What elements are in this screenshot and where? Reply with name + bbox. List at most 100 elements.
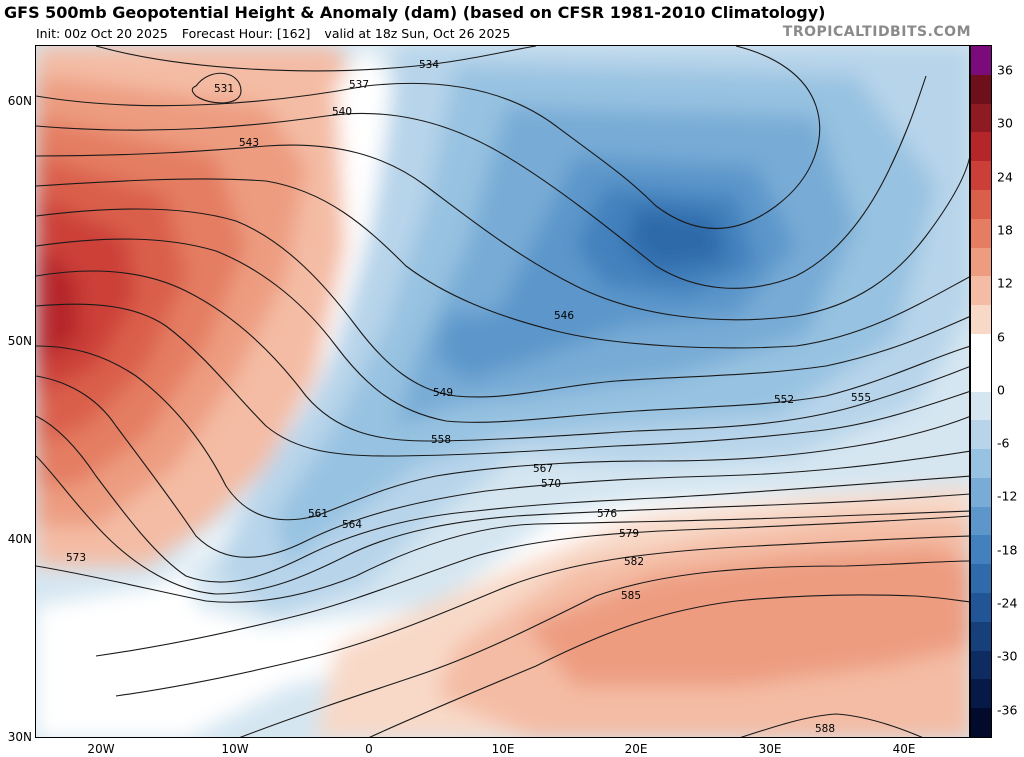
height-contour-555 bbox=[36, 270, 969, 442]
colorbar-segment bbox=[971, 391, 991, 421]
map-subtitle: Init: 00z Oct 20 2025 Forecast Hour: [16… bbox=[36, 26, 520, 41]
height-contour-549 bbox=[36, 208, 969, 398]
height-contours bbox=[36, 46, 969, 737]
colorbar-segment bbox=[971, 189, 991, 220]
contour-label: 564 bbox=[342, 519, 362, 531]
height-contour-579 bbox=[115, 535, 969, 697]
height-contour-552 bbox=[36, 238, 969, 423]
height-contour-558 bbox=[36, 303, 969, 457]
contour-label: 546 bbox=[554, 310, 574, 322]
anomaly-shading bbox=[36, 46, 969, 737]
map-canvas: 531 534 537 540 543 546 549 552 555 558 561 564 567 5… bbox=[36, 46, 969, 737]
lon-label-20w: 20W bbox=[87, 742, 115, 756]
contour-label: 558 bbox=[431, 434, 451, 446]
colorbar-label: 12 bbox=[997, 275, 1013, 291]
colorbar-label: 6 bbox=[997, 329, 1005, 344]
height-contour-567 bbox=[36, 415, 969, 583]
anomaly-colorbar bbox=[970, 45, 992, 738]
site-watermark: TROPICALTIDBITS.COM bbox=[782, 24, 971, 40]
colorbar-segment bbox=[971, 276, 991, 306]
colorbar-segment bbox=[971, 103, 991, 133]
colorbar-label: -30 bbox=[997, 648, 1018, 664]
colorbar-segment bbox=[971, 708, 991, 738]
contour-label: 573 bbox=[66, 552, 86, 564]
height-contour-537 bbox=[36, 46, 821, 230]
contour-label: 531 bbox=[214, 83, 234, 95]
colorbar-segment bbox=[971, 621, 991, 652]
colorbar-segment bbox=[971, 564, 991, 594]
lon-label-0: 0 bbox=[365, 742, 373, 756]
contour-label: 534 bbox=[419, 59, 439, 71]
valid-time: valid at 18z Sun, Oct 26 2025 bbox=[324, 26, 511, 41]
lon-label-30e: 30E bbox=[758, 742, 782, 756]
contour-label: 552 bbox=[774, 394, 794, 406]
colorbar-segment bbox=[971, 161, 991, 191]
colorbar-label: 0 bbox=[997, 382, 1005, 398]
height-contour-564 bbox=[36, 375, 969, 558]
height-contour-531 bbox=[191, 72, 242, 104]
lat-label-60n: 60N bbox=[7, 94, 32, 108]
colorbar-label: -6 bbox=[997, 435, 1010, 451]
init-time: Init: 00z Oct 20 2025 bbox=[36, 26, 168, 41]
lat-label-50n: 50N bbox=[7, 334, 32, 348]
contour-label: 555 bbox=[851, 392, 871, 404]
lon-label-20e: 20E bbox=[624, 742, 648, 756]
height-contour-543 bbox=[36, 144, 969, 321]
colorbar-label: -18 bbox=[997, 542, 1018, 558]
colorbar-segment bbox=[971, 247, 991, 277]
colorbar-segment bbox=[971, 593, 991, 623]
lat-label-40n: 40N bbox=[7, 532, 32, 546]
contour-label: 543 bbox=[239, 137, 259, 149]
colorbar-segment bbox=[971, 679, 991, 709]
colorbar-segment bbox=[971, 46, 991, 76]
height-contour-561 bbox=[36, 345, 969, 521]
height-contour-546 bbox=[36, 178, 969, 349]
colorbar-segment bbox=[971, 218, 991, 249]
contour-label: 549 bbox=[433, 387, 453, 399]
contour-label: 567 bbox=[533, 463, 553, 475]
colorbar-segment bbox=[971, 74, 991, 105]
height-contour-540 bbox=[36, 75, 927, 289]
height-contour-534 bbox=[95, 46, 537, 72]
contour-label: 585 bbox=[621, 590, 641, 602]
colorbar-segment bbox=[971, 449, 991, 479]
contour-label: 540 bbox=[332, 106, 352, 118]
lon-label-10w: 10W bbox=[221, 742, 249, 756]
colorbar-label: 24 bbox=[997, 169, 1013, 185]
contour-label: 561 bbox=[308, 508, 328, 520]
height-contour-576 bbox=[95, 515, 969, 657]
colorbar-segment bbox=[971, 535, 991, 565]
colorbar-segment bbox=[971, 650, 991, 680]
contour-label: 576 bbox=[597, 508, 617, 520]
colorbar-label: -36 bbox=[997, 702, 1018, 718]
contour-label: 588 bbox=[815, 723, 835, 735]
height-contour-582 bbox=[239, 560, 969, 737]
lat-label-30n: 30N bbox=[7, 730, 32, 744]
contour-label: 570 bbox=[541, 478, 561, 490]
colorbar-label: 18 bbox=[997, 222, 1013, 238]
colorbar-segment bbox=[971, 506, 991, 536]
colorbar-segment bbox=[971, 305, 991, 335]
lon-label-40e: 40E bbox=[892, 742, 916, 756]
contour-label: 537 bbox=[349, 79, 369, 91]
colorbar-segment bbox=[971, 362, 991, 392]
anomaly-map: 531 534 537 540 543 546 549 552 555 558 561 564 567 5… bbox=[35, 45, 970, 738]
colorbar-segment bbox=[971, 132, 991, 162]
colorbar-segment bbox=[971, 477, 991, 508]
colorbar-segment bbox=[971, 420, 991, 450]
height-contour-588 bbox=[740, 713, 923, 737]
contour-label: 582 bbox=[624, 556, 644, 568]
colorbar-label: -12 bbox=[997, 488, 1018, 504]
height-contour-570 bbox=[36, 455, 969, 595]
map-title: GFS 500mb Geopotential Height & Anomaly … bbox=[4, 3, 826, 22]
colorbar-label: 30 bbox=[997, 115, 1013, 131]
lon-label-10e: 10E bbox=[491, 742, 515, 756]
colorbar-segment bbox=[971, 333, 991, 364]
height-contour-573 bbox=[36, 510, 969, 603]
forecast-hour: Forecast Hour: [162] bbox=[181, 26, 311, 41]
height-contour-585 bbox=[369, 594, 969, 737]
colorbar-label: 36 bbox=[997, 62, 1013, 78]
contour-labels: 531 534 537 540 543 546 549 552 555 558 561 564 567 5… bbox=[66, 59, 871, 735]
colorbar-label: -24 bbox=[997, 595, 1018, 611]
contour-label: 579 bbox=[619, 528, 639, 540]
